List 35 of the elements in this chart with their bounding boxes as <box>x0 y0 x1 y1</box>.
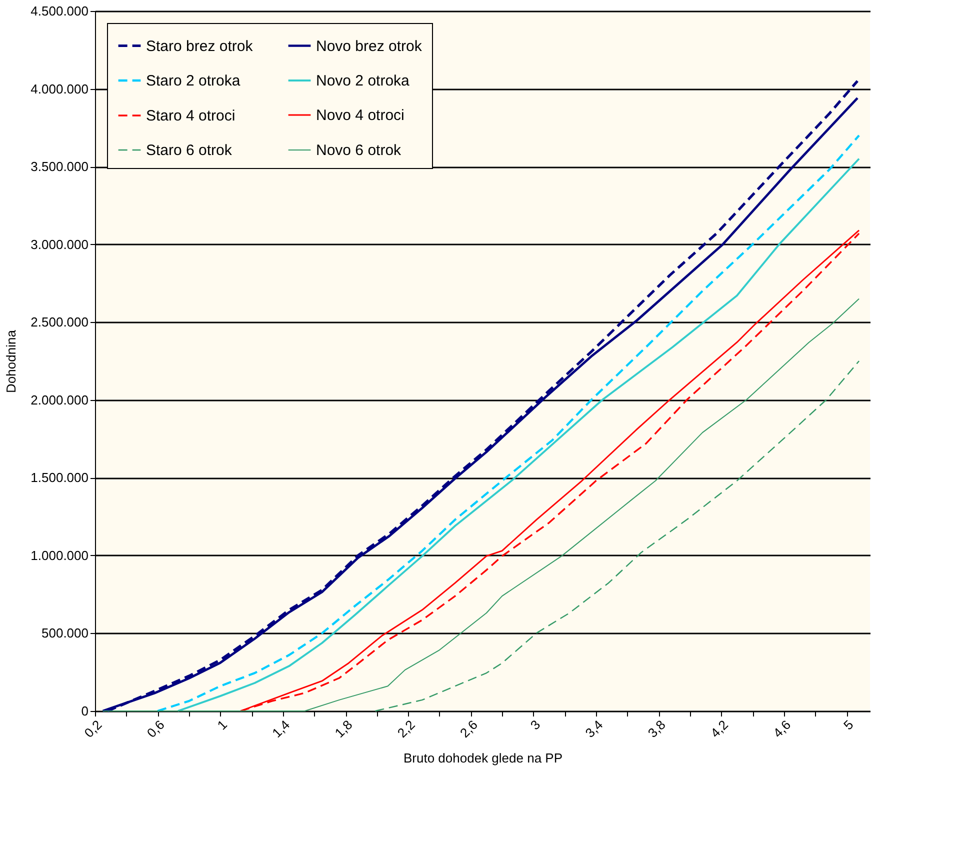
y-tick-label: 500.000 <box>42 626 88 641</box>
x-tick-label: 1 <box>214 717 230 733</box>
legend-label: Staro brez otrok <box>146 38 254 55</box>
x-tick-label: 0,2 <box>81 717 105 740</box>
x-tick-label: 3,8 <box>644 717 668 740</box>
y-tick-label: 1.000.000 <box>30 548 88 563</box>
x-tick-label: 5 <box>840 717 856 733</box>
y-tick-label: 0 <box>81 704 88 718</box>
y-tick-label: 2.500.000 <box>30 314 88 330</box>
legend-label: Novo brez otrok <box>316 38 422 55</box>
x-tick-label: 2,2 <box>394 717 418 740</box>
legend-label: Novo 2 otroka <box>316 72 410 90</box>
y-tick-label: 2.000.000 <box>30 392 88 408</box>
legend-label: Novo 4 otroci <box>316 107 404 124</box>
y-tick-label: 1.500.000 <box>30 470 88 486</box>
x-tick-label: 3,4 <box>582 717 606 740</box>
x-tick-label: 1,4 <box>269 717 293 740</box>
y-axis-title: Dohodnina <box>4 329 19 393</box>
legend-label: Staro 4 otroci <box>146 108 236 124</box>
x-tick-label: 4,2 <box>708 717 731 740</box>
x-tick-label: 2,6 <box>457 717 480 740</box>
y-tick-label: 3.500.000 <box>30 159 88 174</box>
x-axis-title: Bruto dohodek glede na PP <box>403 750 563 766</box>
y-tick-label: 4.500.000 <box>30 4 88 18</box>
legend-label: Staro 2 otroka <box>146 72 241 90</box>
y-tick-label: 4.000.000 <box>30 81 88 96</box>
legend-label: Staro 6 otrok <box>146 142 232 159</box>
line-series <box>102 298 860 712</box>
x-tick-label: 3 <box>527 717 544 733</box>
line-series <box>374 360 860 712</box>
legend-label: Novo 6 otrok <box>316 142 402 159</box>
x-tick-label: 4,6 <box>770 717 794 740</box>
y-tick-label: 3.000.000 <box>30 236 88 252</box>
x-tick-label: 1,8 <box>332 717 356 740</box>
x-tick-label: 0,6 <box>144 717 168 740</box>
